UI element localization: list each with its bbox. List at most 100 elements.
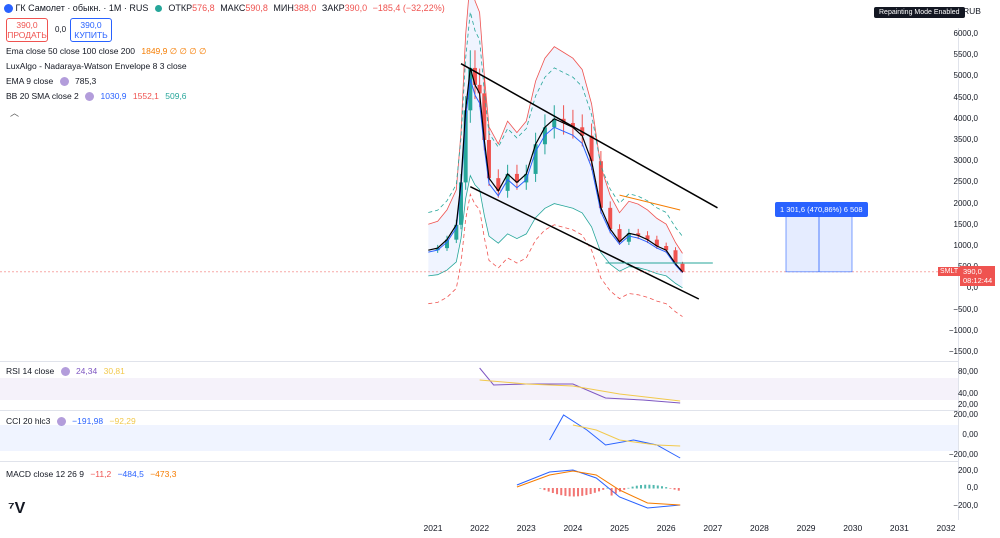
bb-lower-value: 509,6 xyxy=(165,91,187,101)
candle-body xyxy=(514,173,519,183)
macd-histogram-bar xyxy=(635,485,638,489)
rsi-value: 24,34 xyxy=(75,366,98,376)
time-tick: 2030 xyxy=(843,523,863,533)
macd-histogram-bar xyxy=(623,488,626,490)
macd-histogram-bar xyxy=(627,487,630,489)
candle-body xyxy=(533,144,538,174)
bb-upper-line xyxy=(428,0,683,254)
low-value: 388,0 xyxy=(293,3,317,13)
macd-histogram-bar xyxy=(568,488,571,497)
envelope-upper-line xyxy=(428,11,683,237)
measure-label[interactable]: 1 301,6 (470,86%) 6 508 xyxy=(775,202,868,217)
close-value: 390,0 xyxy=(344,3,368,13)
macd-histogram-bar xyxy=(644,484,647,489)
cci-ma-line xyxy=(572,424,681,447)
price-tick: 1000,0 xyxy=(953,241,978,250)
rsi-ma-line xyxy=(479,379,681,402)
macd-histogram-bar xyxy=(581,488,584,496)
buy-button[interactable]: 390,0 КУПИТЬ xyxy=(70,18,112,42)
macd-histogram-bar xyxy=(610,488,613,496)
time-tick: 2021 xyxy=(423,523,443,533)
pane-separator[interactable] xyxy=(0,410,958,411)
luxalgo-legend[interactable]: LuxAlgo - Nadaraya-Watson Envelope 8 3 c… xyxy=(6,61,191,71)
rsi-ma-value: 30,81 xyxy=(103,366,125,376)
price-tick: 4000,0 xyxy=(953,113,978,123)
macd-tick: 0,0 xyxy=(966,483,978,492)
macd-histogram-bar xyxy=(631,486,634,489)
sell-price: 390,0 xyxy=(16,20,38,30)
candle-body xyxy=(589,135,594,162)
buy-label: КУПИТЬ xyxy=(74,30,108,40)
open-label: ОТКР xyxy=(168,3,193,13)
ema9-legend-name: EMA 9 close xyxy=(6,76,54,86)
ema9-legend[interactable]: EMA 9 close 785,3 xyxy=(6,76,100,87)
tradingview-logo[interactable]: ⁷V xyxy=(8,500,25,518)
last-price: 390,0 xyxy=(963,267,982,276)
high-value: 590,8 xyxy=(245,3,268,13)
close-label: ЗАКР xyxy=(321,3,345,13)
cci-legend[interactable]: CCI 20 hlc3 −191,98 −92,29 xyxy=(6,416,140,427)
macd-histogram-bar xyxy=(560,488,563,496)
price-tick: 3000,0 xyxy=(953,156,978,166)
cci-value: −191,98 xyxy=(72,416,104,426)
macd-tick: 200,0 xyxy=(957,466,978,475)
macd-histogram-bar xyxy=(543,488,546,491)
macd-histogram-bar xyxy=(652,484,655,489)
time-tick: 2027 xyxy=(703,523,723,533)
macd-histogram-bar xyxy=(598,488,601,492)
macd-histogram-bar xyxy=(556,488,559,495)
settings-icon[interactable] xyxy=(60,367,70,377)
macd-histogram-bar xyxy=(551,488,554,493)
candle-body xyxy=(458,182,463,225)
candle-body xyxy=(680,263,685,272)
price-tick: 0,0 xyxy=(966,283,978,293)
macd-legend[interactable]: MACD close 12 26 9 −11,2 −484,5 −473,3 xyxy=(6,469,180,479)
time-tick: 2025 xyxy=(610,523,629,533)
macd-name: MACD close 12 26 9 xyxy=(6,469,84,479)
settings-icon[interactable] xyxy=(59,77,69,87)
macd-histogram-bar xyxy=(673,488,676,490)
luxalgo-legend-name: LuxAlgo - Nadaraya-Watson Envelope 8 3 c… xyxy=(6,61,187,71)
candle-body xyxy=(482,93,487,140)
price-tick: −1000,0 xyxy=(948,325,978,335)
spread-value: 0,0 xyxy=(55,25,67,34)
macd-histogram-bar xyxy=(656,485,659,489)
symbol-title[interactable]: ГК Самолет · обыкн. · 1М · RUS xyxy=(15,3,149,13)
symbol-price-tag: SMLT xyxy=(938,267,961,276)
rsi-tick: 40,00 xyxy=(957,389,978,398)
cci-tick: 0,00 xyxy=(962,430,978,439)
price-tick: 1500,0 xyxy=(953,219,978,229)
time-tick: 2023 xyxy=(516,523,536,533)
macd-histogram-bar xyxy=(572,488,575,497)
header: ГК Самолет · обыкн. · 1М · RUS ОТКР576,8… xyxy=(4,3,445,14)
price-tick: −500,0 xyxy=(953,304,978,314)
bb-legend[interactable]: BB 20 SMA close 2 1030,9 1552,1 509,6 xyxy=(6,91,191,102)
pane-separator[interactable] xyxy=(0,361,958,362)
candle-body xyxy=(552,118,557,128)
macd-histogram-bar xyxy=(602,488,605,490)
settings-icon[interactable] xyxy=(85,92,95,102)
rsi-line xyxy=(479,367,681,404)
candle-body xyxy=(454,224,459,240)
repaint-badge: Repainting Mode Enabled xyxy=(874,7,965,18)
time-tick: 2028 xyxy=(749,523,769,533)
ema-legend-name: Ema close 50 close 100 close 200 xyxy=(6,46,135,56)
settings-icon[interactable] xyxy=(56,417,66,427)
ema9-legend-value: 785,3 xyxy=(75,76,97,86)
collapse-legend-icon[interactable]: ︿ xyxy=(10,108,20,118)
price-tick: 4500,0 xyxy=(953,92,978,102)
pane-separator[interactable] xyxy=(0,461,958,462)
sell-button[interactable]: 390,0 ПРОДАТЬ xyxy=(6,18,48,42)
time-tick: 2032 xyxy=(936,523,956,533)
candle-body xyxy=(654,239,659,246)
rsi-name: RSI 14 close xyxy=(6,366,55,376)
macd-histogram-bar xyxy=(547,488,550,492)
macd-histogram-bar xyxy=(665,487,668,489)
macd-hist-value: −11,2 xyxy=(90,469,112,479)
ema-legend[interactable]: Ema close 50 close 100 close 200 1849,9 … xyxy=(6,46,210,57)
bar-timer: 08:12:44 xyxy=(963,276,993,285)
rsi-legend[interactable]: RSI 14 close 24,34 30,81 xyxy=(6,366,129,377)
currency-button[interactable]: RUB xyxy=(963,6,981,16)
macd-histogram-bar xyxy=(585,488,588,496)
